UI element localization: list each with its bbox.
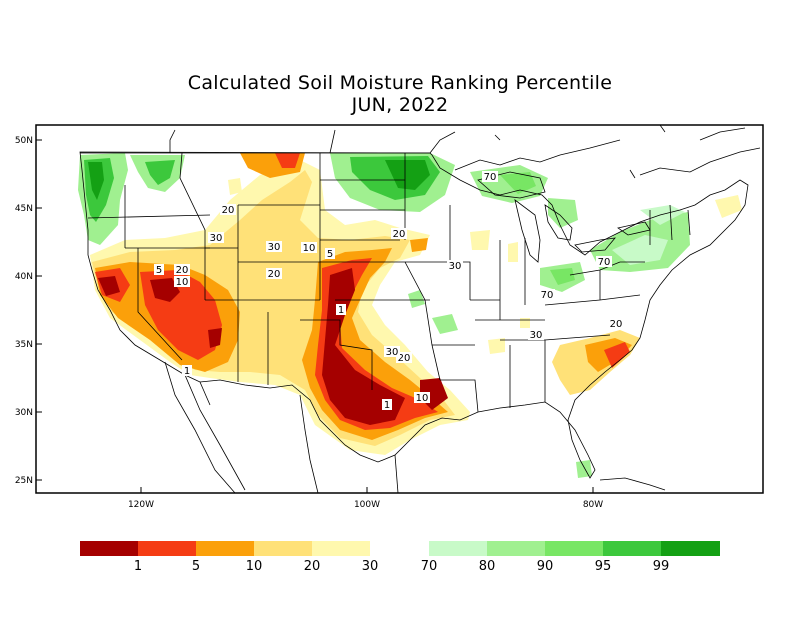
contour-label-box: 30 [447,260,463,272]
lat-tick-label: 35N [15,340,33,350]
legend-dry-swatches [80,541,370,556]
contour-label-box: 20 [396,352,412,364]
legend-label: 1 [134,559,142,574]
boundaries [79,125,761,493]
contour-label: 10 [416,393,429,404]
legend-swatch-wet-99 [603,541,661,556]
lat-tick-label: 45N [15,204,33,214]
contour-label: 20 [393,229,406,240]
contour-label-box: 30 [384,346,400,358]
legend-swatch-dry-5 [138,541,196,556]
contour-label-box: 20 [266,268,282,280]
contour-label-box: 70 [596,256,612,268]
contour-label-box: 70 [539,289,555,301]
contour-label: 1 [184,366,190,377]
lat-tick-label: 40N [15,272,33,282]
contour-label-box: 10 [414,392,430,404]
legend-label: 20 [304,559,321,574]
legend-label: 5 [192,559,200,574]
legend-wet-swatches [429,541,720,556]
legend-swatch-dry-30 [312,541,370,556]
contour-label-box: 20 [608,318,624,330]
map-title: Calculated Soil Moisture Ranking Percent… [0,72,800,116]
contour-label: 70 [541,290,554,301]
legend-swatch-dry-20 [254,541,312,556]
contour-labels: 1 1 1 5 5 10 10 10 20 20 20 20 20 20 30 … [154,171,624,411]
legend-swatch-wet-80 [429,541,487,556]
wet-regions [78,153,690,478]
legend-label: 80 [479,559,496,574]
contour-label: 10 [176,277,189,288]
lon-tick-label: 80W [583,500,603,510]
lat-tick-label: 30N [15,408,33,418]
legend-label: 90 [537,559,554,574]
contour-label-box: 20 [220,204,236,216]
contour-label: 30 [449,261,462,272]
lon-tick-label: 100W [354,500,380,510]
longitude-axis: 120W 100W 80W [128,487,603,510]
contour-label: 20 [268,269,281,280]
contour-label: 1 [384,400,390,411]
map-title-line1: Calculated Soil Moisture Ranking Percent… [187,72,613,94]
legend-label: 70 [421,559,438,574]
contour-label: 20 [176,265,189,276]
contour-label: 20 [610,319,623,330]
contour-label: 70 [598,257,611,268]
legend: 1 5 10 20 30 70 80 90 95 99 [80,541,720,574]
legend-swatch-wet-90 [487,541,545,556]
contour-label-box: 30 [266,241,282,253]
legend-label: 99 [653,559,670,574]
contour-label-box: 30 [528,329,544,341]
contour-label: 30 [530,330,543,341]
latitude-axis: 50N 45N 40N 35N 30N 25N [15,136,42,486]
legend-label: 30 [362,559,379,574]
legend-swatch-dry-1 [80,541,138,556]
legend-label: 10 [246,559,263,574]
legend-swatch-wet-95 [545,541,603,556]
contour-label-box: 20 [391,228,407,240]
map-title-line2: JUN, 2022 [351,94,449,116]
contour-label: 30 [268,242,281,253]
contour-label: 30 [386,347,399,358]
contour-label: 10 [303,243,316,254]
contour-label-box: 5 [325,248,335,260]
contour-label-box: 5 [154,264,164,276]
contour-label-box: 70 [482,171,498,183]
lat-tick-label: 25N [15,476,33,486]
contour-label-box: 20 [174,264,190,276]
legend-swatch-dry-10 [196,541,254,556]
contour-label: 20 [398,353,411,364]
legend-label: 95 [595,559,612,574]
dry-regions [90,153,742,455]
contour-label: 70 [484,172,497,183]
legend-labels: 1 5 10 20 30 70 80 90 95 99 [134,559,669,574]
contour-label-box: 1 [336,304,346,316]
contour-label-box: 10 [301,242,317,254]
lat-tick-label: 50N [15,136,33,146]
contour-label: 5 [327,249,333,260]
contour-label-box: 10 [174,276,190,288]
contour-label: 20 [222,205,235,216]
legend-swatch-wet-100 [661,541,720,556]
contour-label: 1 [338,305,344,316]
contour-label: 5 [156,265,162,276]
contour-label-box: 1 [382,399,392,411]
contour-label-box: 1 [182,365,192,377]
contour-label: 30 [210,233,223,244]
lon-tick-label: 120W [128,500,154,510]
contour-label-box: 30 [208,232,224,244]
